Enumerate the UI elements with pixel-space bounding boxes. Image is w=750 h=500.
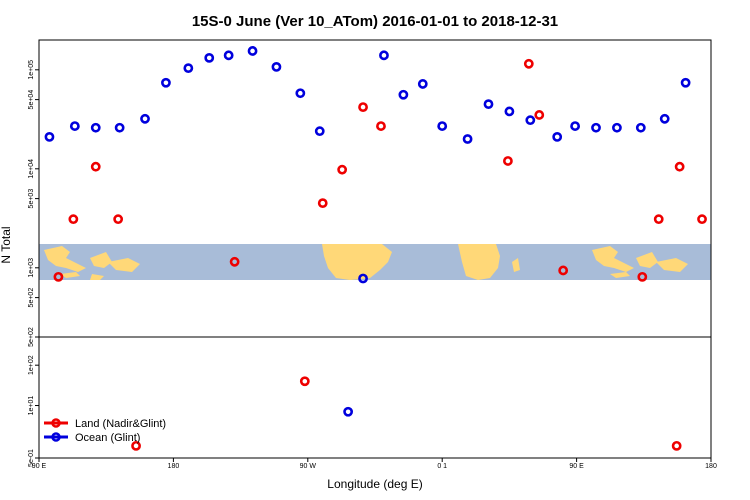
land-point bbox=[358, 102, 368, 113]
ocean-point bbox=[183, 63, 194, 74]
ocean-point bbox=[462, 134, 473, 144]
ocean-point bbox=[343, 406, 354, 417]
x-tick-label: 90 E bbox=[569, 463, 584, 470]
y-axis-upper: 5e+02 1e+03 5e+03 1e+04 5e+04 1e+05 bbox=[28, 60, 39, 308]
x-tick-label: 180 bbox=[705, 463, 717, 470]
land-point bbox=[317, 198, 328, 209]
legend-land-label: Land (Nadir&Glint) bbox=[75, 418, 166, 430]
ocean-point bbox=[140, 113, 150, 124]
legend-ocean-marker bbox=[51, 432, 61, 442]
ocean-point bbox=[570, 121, 581, 131]
data-points bbox=[44, 46, 707, 451]
land-point bbox=[299, 376, 310, 387]
ocean-point bbox=[44, 132, 55, 142]
legend: Land (Nadir&Glint) Ocean (Glint) bbox=[44, 418, 166, 444]
land-point bbox=[90, 161, 101, 172]
land-point bbox=[671, 440, 682, 451]
ocean-point bbox=[552, 132, 563, 142]
chart-title: 15S-0 June (Ver 10_ATom) 2016-01-01 to 2… bbox=[192, 13, 558, 30]
ocean-point bbox=[635, 122, 646, 133]
x-tick-label: 0 1 bbox=[437, 463, 447, 470]
ocean-point bbox=[591, 122, 601, 133]
land-point bbox=[229, 256, 240, 267]
x-tick-label: 90 W bbox=[300, 463, 317, 470]
x-axis: 90 E 180 90 W 0 1 90 E 180 bbox=[32, 458, 717, 470]
y-tick-label: 1e+05 bbox=[28, 60, 35, 80]
ocean-point bbox=[247, 46, 258, 56]
land-point bbox=[68, 214, 79, 225]
world-map-strip bbox=[39, 244, 711, 280]
ocean-point bbox=[417, 79, 428, 89]
y-tick-label: 1e+02 bbox=[28, 355, 35, 375]
y-tick-label: 5e+02 bbox=[28, 288, 35, 308]
ocean-point bbox=[379, 50, 389, 61]
y-tick-label: 1e+04 bbox=[28, 159, 35, 179]
ocean-point bbox=[114, 122, 125, 133]
ocean-point bbox=[223, 50, 234, 61]
ocean-point bbox=[659, 113, 670, 124]
ocean-point bbox=[69, 121, 80, 131]
land-point bbox=[534, 110, 545, 120]
upper-panel-frame bbox=[38, 39, 712, 338]
ocean-point bbox=[680, 77, 691, 88]
land-point bbox=[53, 271, 64, 282]
ocean-point bbox=[314, 126, 325, 137]
land-point bbox=[558, 265, 569, 276]
land-point bbox=[523, 58, 534, 69]
land-point bbox=[337, 164, 348, 175]
legend-ocean-label: Ocean (Glint) bbox=[75, 432, 140, 444]
ocean-point bbox=[204, 52, 215, 63]
land-point bbox=[697, 214, 707, 225]
y-axis-label: N Total bbox=[0, 226, 13, 263]
ocean-point bbox=[612, 122, 622, 133]
ocean-point bbox=[398, 89, 409, 100]
ocean-point bbox=[504, 106, 515, 117]
lower-panel-frame bbox=[38, 336, 712, 459]
land-point bbox=[503, 156, 513, 166]
legend-land-marker bbox=[51, 418, 61, 428]
ocean-point bbox=[295, 88, 306, 99]
y-axis-lower: 5e-01 1e+01 1e+02 5e+02 bbox=[28, 327, 39, 467]
ocean-point bbox=[483, 99, 494, 110]
y-tick-label: 5e+04 bbox=[28, 90, 35, 110]
y-tick-label: 5e+02 bbox=[28, 327, 35, 347]
y-tick-label: 1e+03 bbox=[28, 258, 35, 278]
y-tick-label: 5e-01 bbox=[28, 449, 35, 467]
ocean-point bbox=[90, 122, 101, 133]
ocean-point bbox=[161, 77, 171, 88]
x-axis-label: Longitude (deg E) bbox=[327, 477, 422, 491]
x-tick-label: 180 bbox=[168, 463, 180, 470]
land-point bbox=[131, 440, 141, 451]
ocean-point bbox=[525, 115, 536, 126]
y-tick-label: 1e+01 bbox=[28, 396, 35, 416]
y-tick-label: 5e+03 bbox=[28, 189, 35, 209]
land-point bbox=[113, 214, 124, 225]
land-point bbox=[637, 271, 648, 282]
land-point bbox=[674, 161, 685, 172]
ocean-point bbox=[271, 61, 282, 72]
ocean-point bbox=[437, 121, 448, 131]
land-point bbox=[653, 214, 664, 225]
x-tick-label: 90 E bbox=[32, 463, 47, 470]
land-point bbox=[376, 121, 386, 131]
ocean-point bbox=[358, 273, 368, 284]
